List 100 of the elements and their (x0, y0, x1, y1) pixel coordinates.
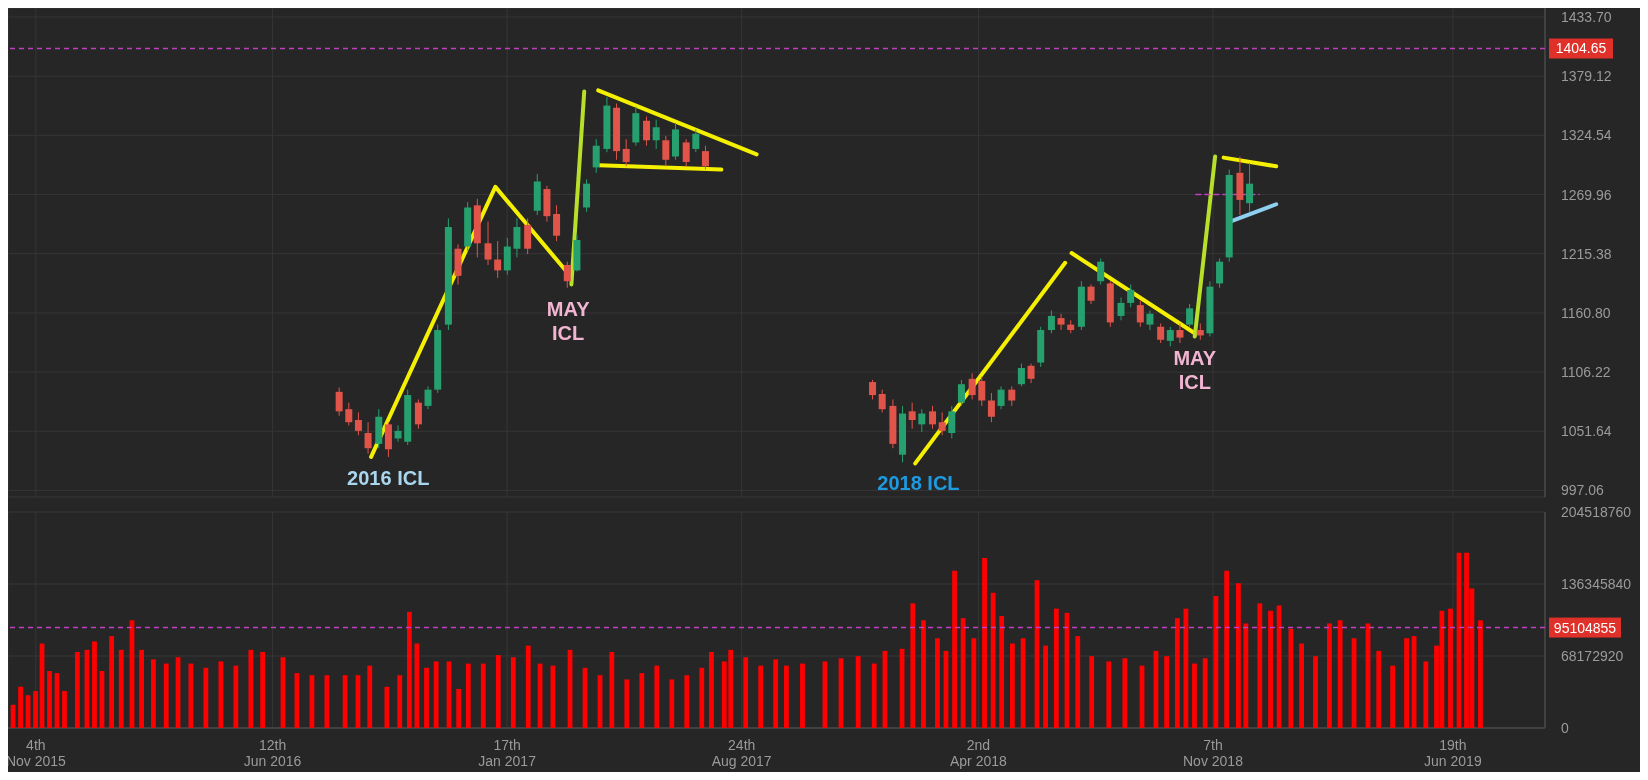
bar (406, 611, 412, 728)
y-tick-label: 1106.22 (1561, 364, 1611, 381)
candlestick (1117, 297, 1125, 321)
annotation: MAY ICL (546, 297, 591, 344)
candlestick (335, 386, 343, 417)
bar (384, 686, 390, 728)
x-tick-label: 17th Jan 2017 (478, 737, 537, 769)
bar (654, 665, 660, 728)
bar (109, 636, 115, 728)
bar (1257, 603, 1263, 728)
candlestick (424, 385, 432, 410)
bar (139, 649, 145, 728)
bar (342, 675, 348, 728)
annotation: MAY ICL (1173, 346, 1217, 393)
bar (33, 691, 38, 728)
y-tick-label: 1160.80 (1561, 304, 1611, 321)
candlestick (354, 411, 362, 436)
y-tick-label: 1324.54 (1561, 127, 1612, 144)
bar (1192, 663, 1197, 728)
y-tick-label: 1433.70 (1561, 9, 1612, 25)
y-tick-label: 68172920 (1561, 648, 1624, 664)
bar (495, 655, 501, 728)
bar (188, 663, 194, 728)
x-tick-label: 7th Nov 2018 (1183, 737, 1244, 769)
candlestick (1166, 326, 1174, 347)
bar (1404, 638, 1409, 728)
bar (47, 670, 52, 728)
bar (1043, 645, 1049, 728)
y-tick-label: 1051.64 (1561, 423, 1612, 440)
bar (1053, 608, 1059, 728)
bar (855, 656, 861, 728)
y-tick-label: 1269.96 (1561, 186, 1612, 203)
bar (433, 661, 439, 728)
candlestick (484, 221, 492, 266)
bar (699, 667, 705, 728)
bar (248, 649, 254, 728)
candlestick (968, 372, 976, 400)
x-tick-label: 12th Jun 2016 (243, 737, 302, 769)
bar (910, 603, 916, 728)
x-tick-label: 4th Nov 2015 (5, 737, 67, 769)
bar (1164, 656, 1170, 728)
bar (1299, 643, 1305, 728)
y-tick-label: 136345840 (1561, 576, 1632, 592)
candlestick (869, 379, 877, 400)
candlestick (957, 379, 965, 407)
bar (1313, 656, 1318, 728)
bar (1243, 623, 1249, 728)
x-tick-label: 24th Aug 2017 (711, 737, 772, 769)
candlestick (692, 128, 700, 153)
bar (743, 657, 749, 728)
candlestick (1157, 323, 1165, 344)
candlestick (997, 385, 1005, 410)
bar (758, 665, 764, 728)
bar (1268, 610, 1273, 728)
bar (1202, 658, 1208, 728)
candlestick (1136, 300, 1144, 328)
candlestick (878, 389, 886, 413)
bar (1337, 620, 1343, 728)
bar (1478, 620, 1483, 728)
bar (669, 679, 675, 728)
candlestick (494, 240, 502, 279)
bar (1448, 608, 1453, 728)
y-tick-label: 1215.38 (1561, 245, 1612, 262)
candlestick (987, 392, 995, 423)
candlestick (701, 145, 709, 171)
bar (1376, 650, 1382, 728)
bar (1089, 656, 1095, 728)
bar (510, 657, 516, 728)
bar (1276, 605, 1282, 728)
y-tick-label: 997.06 (1561, 482, 1605, 499)
ref-line-label: 1404.65 (1555, 40, 1607, 57)
bar (1327, 623, 1332, 728)
bar (784, 665, 789, 728)
bar (525, 645, 531, 728)
bar (1020, 638, 1026, 728)
bar (1423, 661, 1429, 728)
bar (260, 651, 266, 728)
bar (456, 688, 462, 728)
candlestick (583, 178, 591, 213)
candlestick (1097, 257, 1105, 285)
candlestick (394, 424, 402, 443)
candlestick (1027, 363, 1035, 384)
candlestick (652, 119, 660, 150)
candlestick (503, 237, 511, 276)
x-tick-label: 2nd Apr 2018 (949, 737, 1008, 769)
bar (999, 616, 1005, 728)
candlestick (622, 138, 630, 167)
candlestick (414, 398, 422, 430)
y-tick-label: 1379.12 (1561, 68, 1612, 85)
candlestick (553, 204, 561, 242)
candlestick (524, 217, 532, 255)
candlestick (364, 421, 372, 455)
bar (1106, 661, 1112, 728)
bar (397, 675, 403, 728)
bar (163, 663, 169, 728)
bar (1288, 628, 1294, 728)
bar (118, 649, 124, 728)
bar (218, 661, 224, 728)
bar (709, 651, 714, 728)
bar (1010, 643, 1015, 728)
